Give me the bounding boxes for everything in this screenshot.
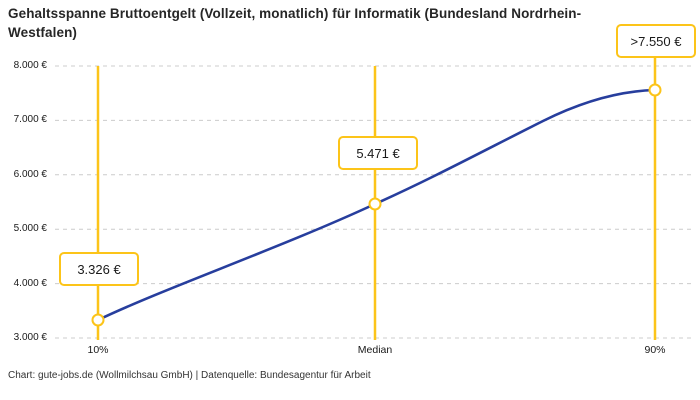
y-tick-7000: 7.000 €: [13, 114, 47, 125]
data-point-markers: [91, 83, 662, 327]
chart-title: Gehaltsspanne Bruttoentgelt (Vollzeit, m…: [8, 6, 582, 40]
marker-90pct: [648, 83, 662, 97]
y-tick-5000: 5.000 €: [13, 223, 47, 234]
value-label-median: 5.471 €: [338, 136, 418, 170]
y-tick-4000: 4.000 €: [13, 278, 47, 289]
y-tick-8000: 8.000 €: [13, 60, 47, 71]
x-tick-median: Median: [357, 344, 393, 356]
x-tick-90pct: 90%: [644, 344, 666, 356]
marker-median: [368, 197, 382, 211]
percentile-guide-lines: [96, 50, 657, 340]
value-label-90pct: >7.550 €: [616, 24, 696, 58]
marker-10pct: [91, 313, 105, 327]
salary-curve: [96, 88, 657, 322]
chart-credit: Chart: gute-jobs.de (Wollmilchsau GmbH) …: [8, 370, 371, 381]
gridlines: [55, 65, 692, 339]
value-label-10pct: 3.326 €: [59, 252, 139, 286]
x-tick-10pct: 10%: [87, 344, 109, 356]
y-tick-6000: 6.000 €: [13, 169, 47, 180]
y-tick-3000: 3.000 €: [13, 332, 47, 343]
